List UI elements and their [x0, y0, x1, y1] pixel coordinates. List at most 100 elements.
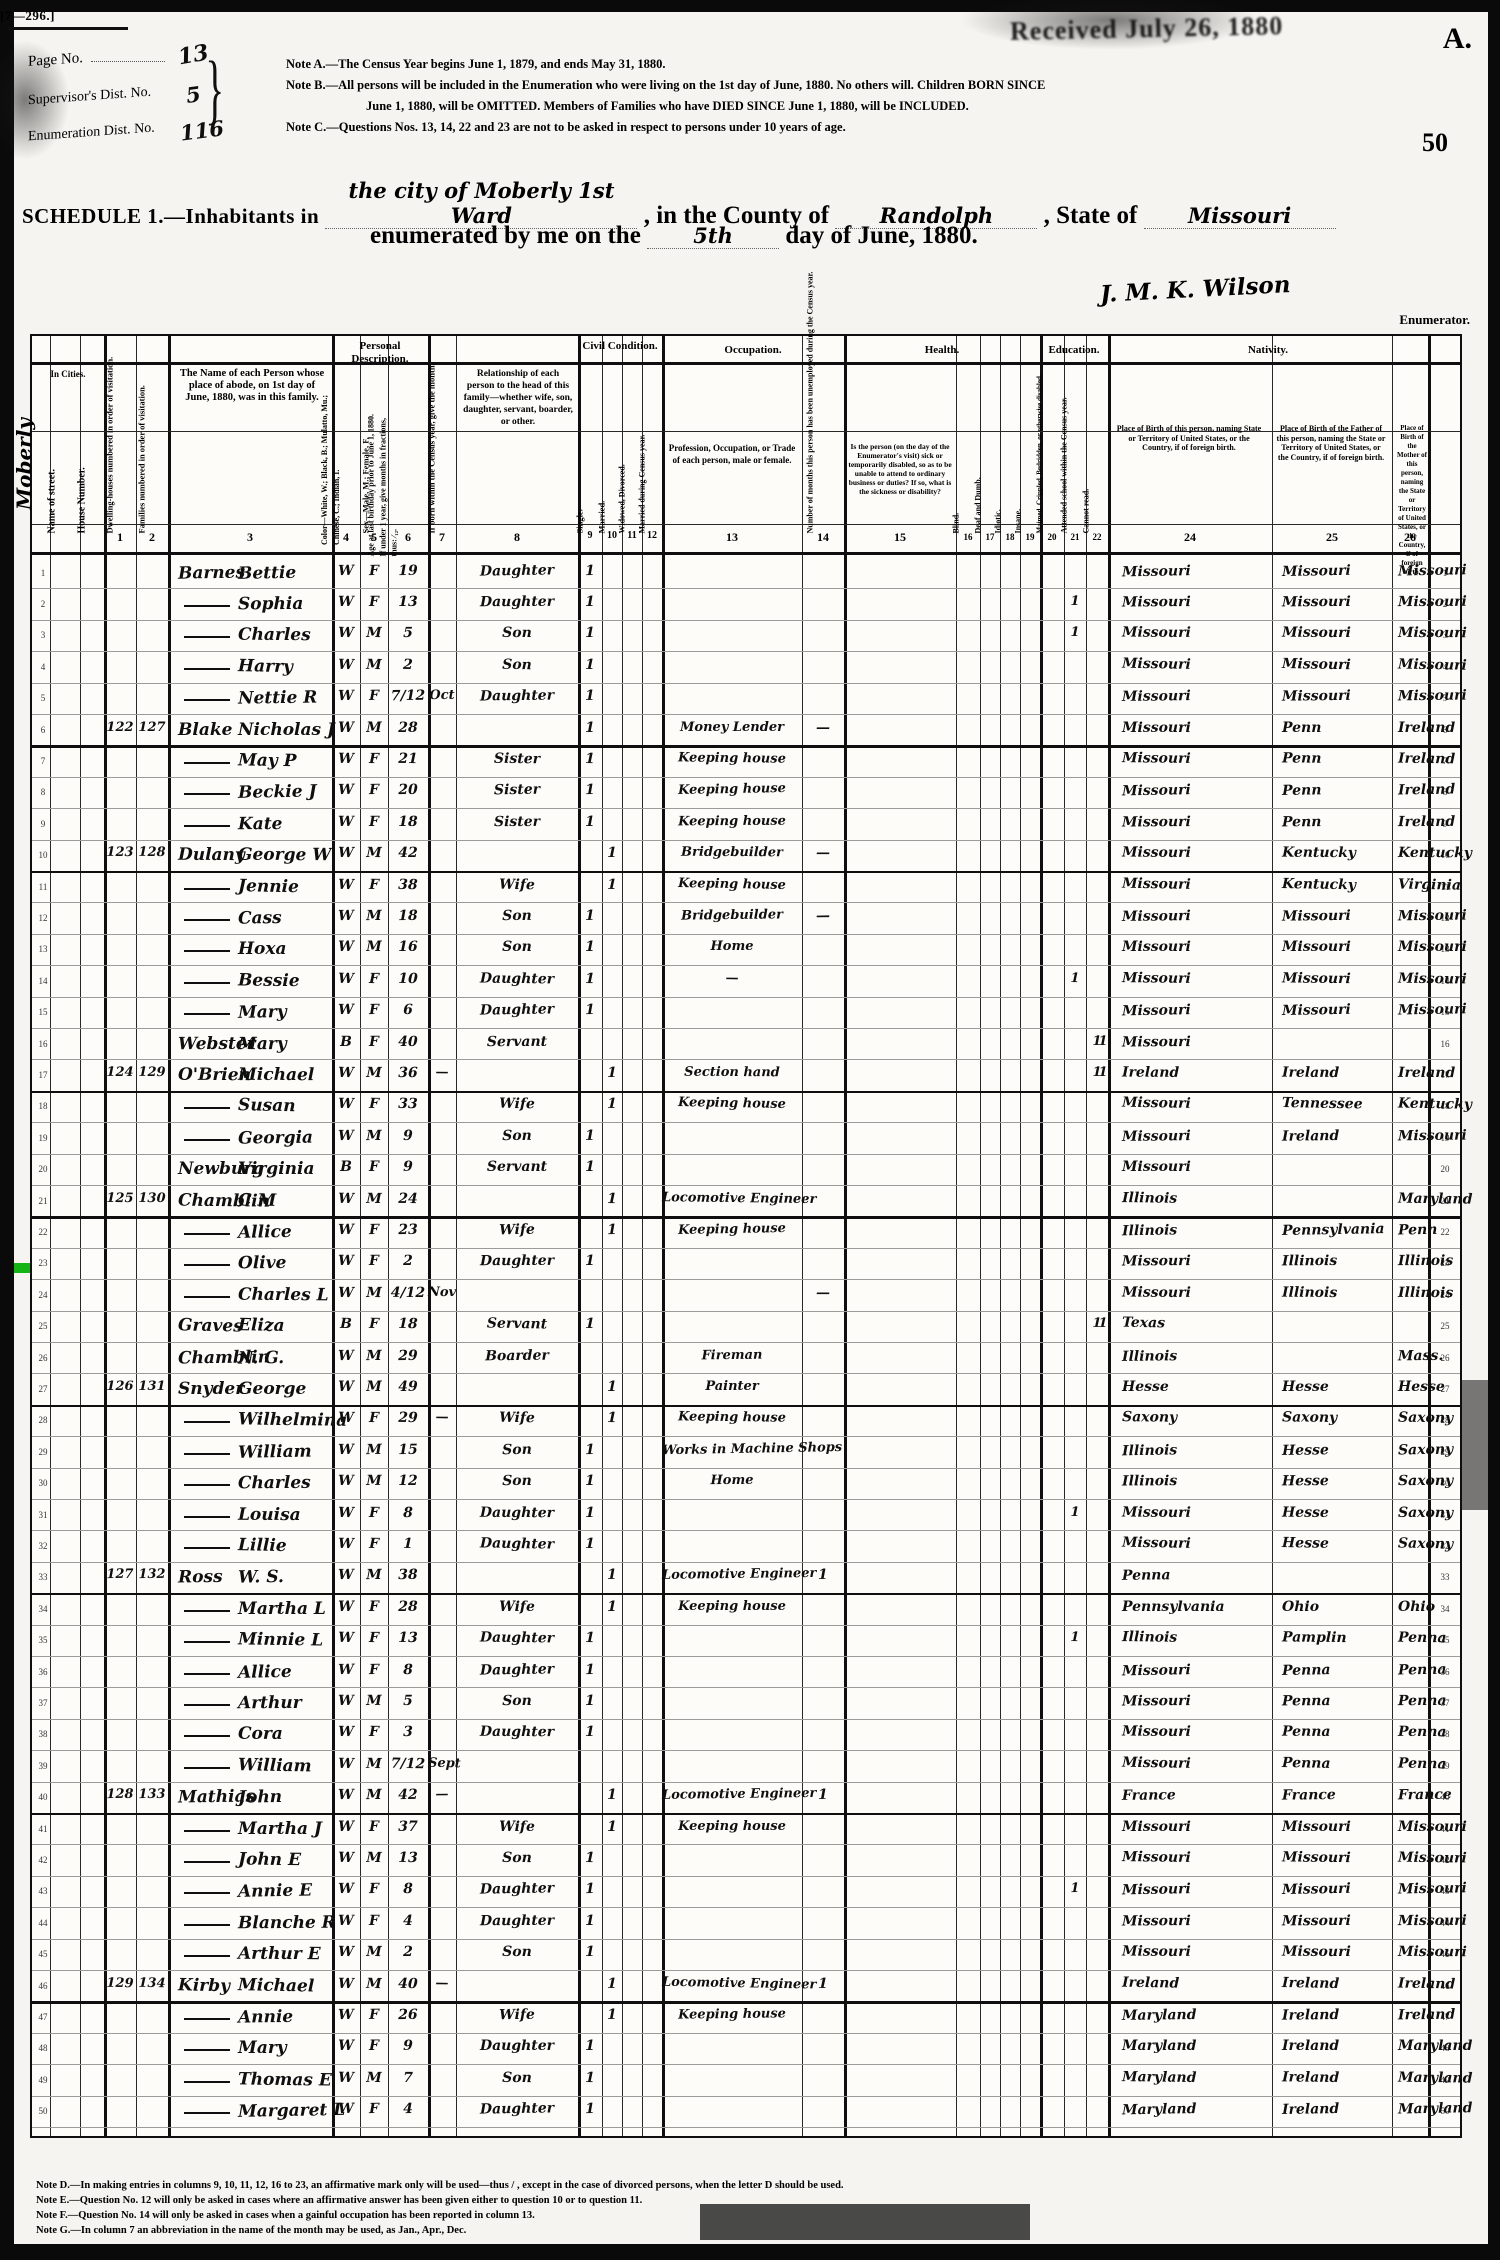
cell-color: W	[332, 1975, 360, 1992]
cell-occupation: Home	[662, 939, 802, 954]
cell-birthplace-person: Missouri	[1112, 1535, 1282, 1554]
cell-birthplace-person: Saxony	[1112, 1409, 1282, 1427]
table-row: 31 31 Louisa W F 8 Daughter 1 1 Missouri Hesse Saxo…	[32, 1500, 1460, 1531]
row-number-right: 25	[1436, 1321, 1454, 1331]
cell-age: 5	[388, 1693, 428, 1709]
cell-occupation: Money Lender	[662, 720, 802, 735]
cell-sex: M	[360, 1473, 388, 1489]
row-number-left: 31	[34, 1510, 52, 1520]
cell-age: 3	[388, 1724, 428, 1740]
cell-sex: F	[360, 2038, 388, 2054]
cell-sex: M	[360, 657, 388, 674]
cell-given-name: Nettie R	[238, 688, 332, 709]
cell-birthplace-mother: Illinois	[1394, 1253, 1458, 1269]
cell-sex: M	[360, 1348, 388, 1364]
ditto-dash	[184, 1735, 230, 1737]
cell-dwelling-number: 129	[104, 1975, 136, 1991]
cell-relationship: Servant	[456, 1315, 578, 1333]
cell-given-name: Olive	[238, 1253, 332, 1274]
cell-birthplace-person: Maryland	[1112, 2100, 1282, 2119]
cell-given-name: Lillie	[238, 1535, 332, 1557]
row-number-left: 16	[34, 1039, 52, 1049]
cell-single: 1	[578, 1002, 602, 1018]
cell-age: 38	[388, 1567, 428, 1583]
cell-color: W	[332, 1505, 360, 1521]
page-no-rule	[91, 61, 165, 62]
cell-birthplace-father: Missouri	[1274, 594, 1400, 611]
cell-color: B	[332, 1159, 360, 1175]
ditto-dash	[184, 1924, 230, 1926]
table-row: 38 38 Cora W F 3 Daughter 1 Missouri Penna Penna	[32, 1720, 1460, 1751]
enumerated-suffix: day of June, 1880.	[785, 222, 977, 249]
supervisor-dist-label: Supervisor's Dist. No.	[28, 85, 151, 110]
received-stamp-text: Received July 26, 1880	[1010, 11, 1284, 46]
cell-age: 36	[388, 1065, 428, 1081]
cell-birthplace-person: Texas	[1112, 1315, 1282, 1334]
cell-color: W	[332, 939, 360, 955]
table-row: 34 34 Martha L W F 28 Wife 1 Keeping house Pennsy…	[32, 1594, 1460, 1625]
colnum-13: 13	[662, 530, 802, 545]
cell-color: W	[332, 1724, 360, 1740]
cell-relationship: Daughter	[456, 2100, 578, 2118]
ditto-dash	[184, 1453, 230, 1455]
header-relationship: Relationship of each person to the head …	[462, 368, 574, 428]
ditto-dash	[184, 2018, 230, 2020]
cell-occupation: Fireman	[662, 1347, 802, 1364]
row-number-left: 5	[34, 693, 52, 703]
header-birthplace-mother: Place of Birth of the Mother of this per…	[1396, 424, 1428, 577]
cell-occupation: Keeping house	[662, 813, 802, 829]
cell-given-name: John	[238, 1787, 332, 1808]
cell-birthplace-father: Ireland	[1274, 1975, 1400, 1993]
ditto-dash	[184, 1484, 230, 1486]
cell-birthplace-person: Hesse	[1112, 1379, 1282, 1395]
table-row: 21 21 125 130 Chamblin C M W M 24 1 Locomotive Eng…	[32, 1186, 1460, 1217]
cell-relationship: Daughter	[456, 594, 578, 611]
cell-age: 40	[388, 1034, 428, 1050]
header-sickness: Is the person (on the day of the Enumera…	[848, 442, 952, 496]
group-personal-description: Personal Description.	[332, 340, 428, 366]
cell-given-name: Harry	[238, 656, 332, 678]
scan-edge-bottom	[0, 2244, 1500, 2260]
cell-age: 12	[388, 1473, 428, 1489]
cell-occupation: Keeping house	[662, 1819, 802, 1834]
cell-single: 1	[578, 562, 602, 578]
cell-color: W	[332, 1442, 360, 1459]
row-number-right: 33	[1436, 1572, 1454, 1582]
ditto-dash	[184, 1610, 230, 1612]
cell-color: W	[332, 1473, 360, 1489]
colnum-8: 8	[456, 530, 578, 545]
row-number-left: 15	[34, 1007, 52, 1017]
colnum-24: 24	[1108, 530, 1272, 545]
row-number-left: 41	[34, 1824, 52, 1834]
cell-sex: M	[360, 845, 388, 861]
cell-birth-month: Sept	[428, 1756, 456, 1772]
cell-birthplace-mother: Missouri	[1394, 1819, 1458, 1835]
cell-age: 29	[388, 1410, 428, 1426]
table-row: 12 12 Cass W M 18 Son 1 Bridgebuilder — Missouri Mi…	[32, 903, 1460, 934]
cell-age: 8	[388, 1881, 428, 1898]
cell-birthplace-person: Missouri	[1112, 750, 1282, 768]
cell-birthplace-mother: Ireland	[1394, 720, 1458, 736]
row-number-left: 36	[34, 1667, 52, 1677]
cell-birthplace-mother: Ireland	[1394, 751, 1458, 768]
table-row: 4 4 Harry W M 2 Son 1 Missouri Missouri Missouri	[32, 652, 1460, 683]
received-stamp: Received July 26, 1880	[1010, 11, 1284, 47]
row-number-left: 8	[34, 787, 52, 797]
cell-birthplace-person: Illinois	[1112, 1440, 1282, 1459]
cell-dwelling-number: 126	[104, 1379, 136, 1394]
colnum-7: 7	[428, 530, 456, 545]
header-person-name: The Name of each Person whose place of a…	[178, 368, 326, 404]
table-row: 44 44 Blanche R W F 4 Daughter 1 Missouri Missour…	[32, 1908, 1460, 1939]
cell-sex: M	[360, 720, 388, 736]
row-number-left: 10	[34, 850, 52, 860]
header-maimed: Maimed, Crippled, Bedridden, or otherwis…	[1035, 374, 1047, 533]
cell-occupation: Section hand	[662, 1065, 802, 1081]
ditto-dash	[184, 1673, 230, 1675]
ditto-dash	[184, 1547, 230, 1549]
cell-given-name: Thomas E	[238, 2069, 332, 2090]
cell-relationship: Son	[456, 1944, 578, 1961]
cell-relationship: Sister	[456, 750, 578, 767]
cell-birthplace-person: Maryland	[1112, 2006, 1282, 2024]
cell-birthplace-person: Missouri	[1112, 1504, 1282, 1521]
cell-given-name: Cora	[238, 1724, 332, 1745]
